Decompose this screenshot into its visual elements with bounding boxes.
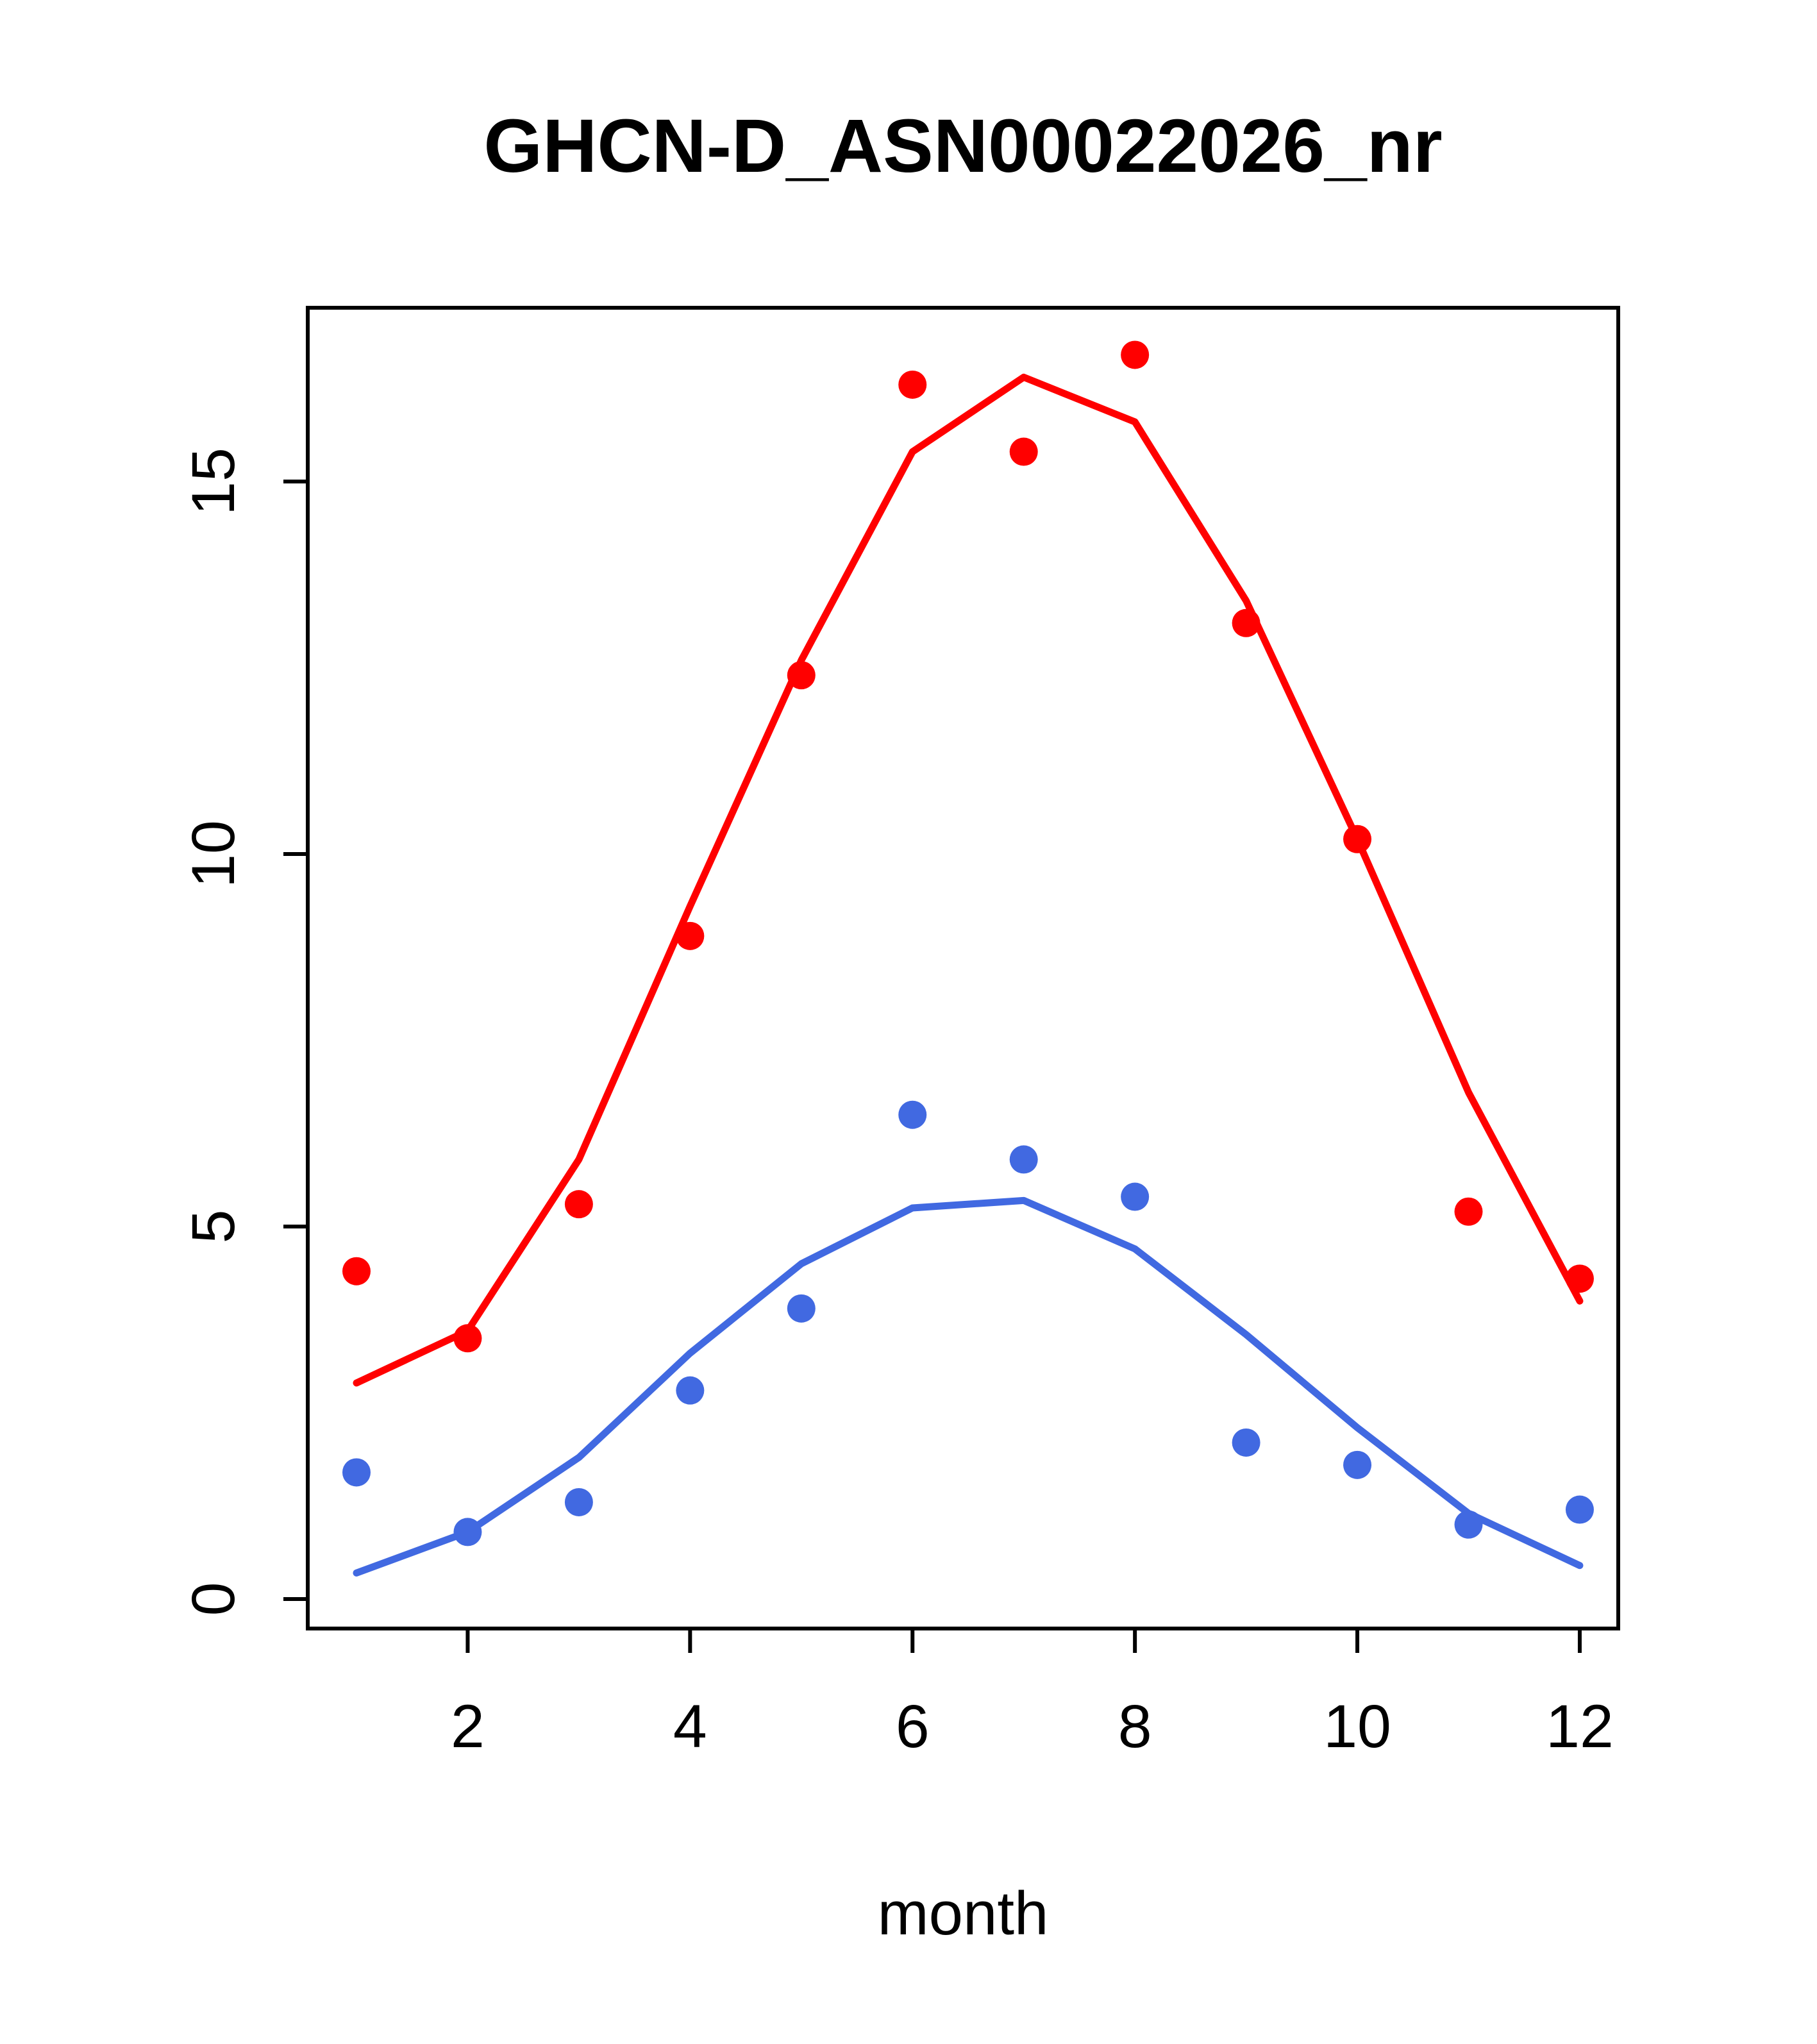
x-tick-label: 10 [1323,1693,1391,1761]
y-tick-label: 0 [180,1582,247,1616]
red-points-marker [1565,1264,1594,1293]
chart-title: GHCN-D_ASN00022026_nr [483,104,1443,188]
red-points-marker [787,661,816,690]
blue-points-marker [1009,1145,1038,1174]
red-points-marker [1454,1197,1483,1226]
blue-points-marker [1454,1510,1483,1539]
x-tick-label: 4 [673,1693,707,1761]
red-points-marker [1343,825,1372,853]
red-points-marker [676,921,705,950]
x-tick-label: 6 [896,1693,930,1761]
x-tick-label: 12 [1546,1693,1614,1761]
red-points-marker [453,1324,482,1353]
red-points-marker [342,1257,371,1286]
blue-points-marker [1343,1450,1372,1479]
y-tick-label: 15 [180,448,247,515]
blue-points-marker [564,1487,593,1516]
plot-box [306,306,1620,1630]
red-points-marker [1121,340,1150,369]
blue-points-marker [1121,1182,1150,1211]
blue-points-marker [453,1518,482,1546]
x-axis-label: month [877,1879,1049,1948]
y-tick-label: 5 [180,1210,247,1244]
red-points-marker [1232,608,1260,637]
red-points-marker [564,1190,593,1219]
blue-points-marker [787,1294,816,1323]
blue-points-marker [1232,1428,1260,1457]
x-tick-label: 2 [451,1693,485,1761]
blue-points-marker [676,1376,705,1405]
red-points-marker [898,370,927,399]
blue-points-marker [1565,1495,1594,1524]
red-line [353,373,1584,1387]
blue-line [353,1196,1584,1577]
blue-points-marker [898,1100,927,1129]
red-points-marker [1009,437,1038,466]
x-tick-label: 8 [1118,1693,1152,1761]
y-tick-label: 10 [180,820,247,888]
blue-points-marker [342,1458,371,1487]
